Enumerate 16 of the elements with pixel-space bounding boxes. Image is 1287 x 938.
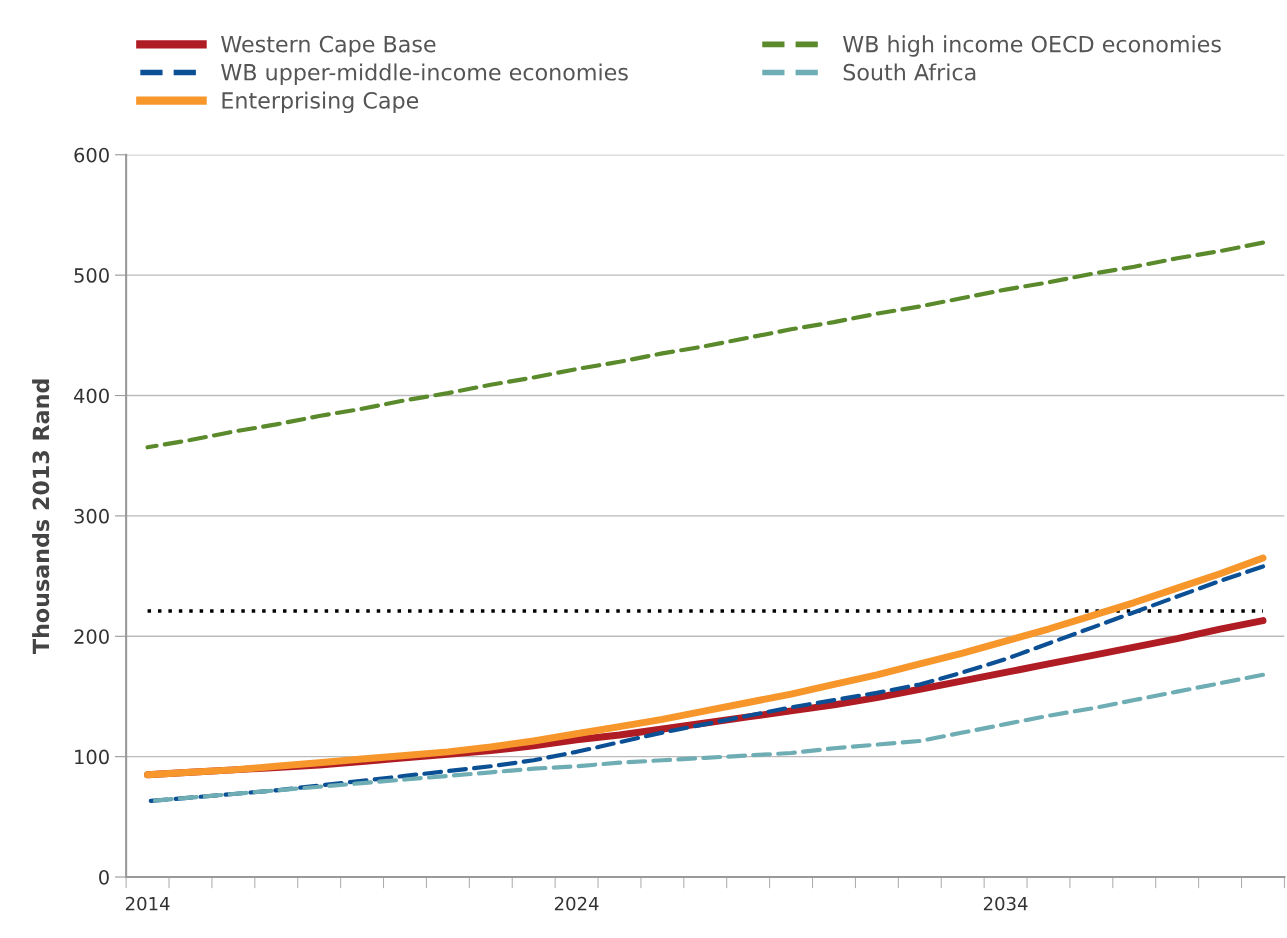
legend-label: WB high income OECD economies <box>842 35 1221 57</box>
x-tick-label: 2014 <box>125 896 170 911</box>
legend-label: Western Cape Base <box>221 35 436 57</box>
legend-label: Enterprising Cape <box>222 91 419 114</box>
x-tick-label: 2034 <box>983 896 1028 911</box>
y-tick-label: 0 <box>99 869 109 885</box>
y-tick-label: 400 <box>73 388 109 404</box>
y-tick-label: 500 <box>74 268 109 283</box>
y-axis-title: Thousands 2013 Rand <box>32 379 50 654</box>
y-tick-label: 200 <box>74 629 109 644</box>
y-tick-label: 600 <box>74 147 109 163</box>
y-tick-label: 300 <box>74 508 109 524</box>
y-tick-label: 100 <box>75 749 109 765</box>
x-tick-label: 2024 <box>554 896 599 911</box>
legend-label: WB upper-middle-income economies <box>221 63 628 85</box>
legend-label: South Africa <box>843 63 976 81</box>
